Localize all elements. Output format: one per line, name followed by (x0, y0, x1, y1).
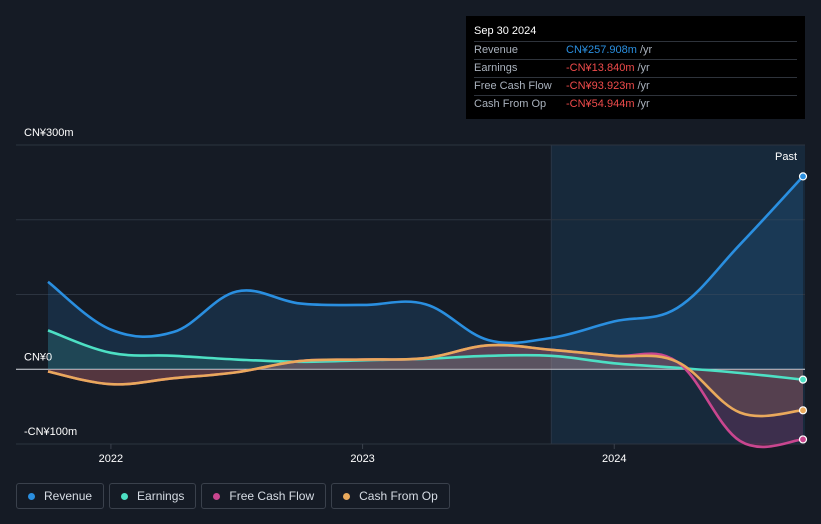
x-tick-label: 2024 (602, 453, 626, 465)
tooltip-date: Sep 30 2024 (474, 25, 537, 37)
free-cash-flow-endpoint (798, 435, 808, 444)
legend-label: Revenue (44, 489, 93, 503)
legend-item-cash-from-op[interactable]: Cash From Op (331, 483, 450, 509)
legend-item-earnings[interactable]: Earnings (109, 483, 197, 509)
x-tick-label: 2022 (99, 453, 123, 465)
y-tick-label: CN¥0 (24, 351, 52, 363)
legend-dot-icon (343, 492, 351, 500)
legend-label: Cash From Op (359, 489, 438, 503)
tooltip-row: Cash From Op -CN¥54.944m/yr (474, 95, 797, 113)
tooltip-row-unit: /yr (639, 44, 653, 56)
cash-from-op-endpoint (798, 406, 808, 415)
tooltip-row: Earnings -CN¥13.840m/yr (474, 59, 797, 77)
legend-dot-icon (28, 492, 35, 500)
revenue-endpoint (798, 172, 808, 181)
legend-label: Earnings (137, 489, 185, 503)
tooltip-row-value: -CN¥54.944m (566, 98, 635, 110)
tooltip-row-value: CN¥257.908m (566, 44, 637, 56)
free-cash-flow-area (48, 345, 803, 447)
x-tick-label: 2023 (350, 453, 374, 465)
legend-item-revenue[interactable]: Revenue (16, 483, 105, 509)
revenue-area (48, 176, 803, 370)
earnings-area (48, 330, 803, 380)
tooltip-row-label: Cash From Op (474, 98, 547, 110)
tooltip-row-label: Earnings (474, 62, 518, 74)
x-axis-labels: 2022 2023 2024 (99, 444, 626, 465)
earnings-endpoint (798, 375, 808, 384)
series-lines (47, 175, 804, 449)
y-tick-label: -CN¥100m (24, 426, 77, 438)
legend-dot-icon (213, 492, 221, 500)
gridlines (16, 144, 805, 445)
tooltip-row-unit: /yr (637, 62, 650, 74)
tooltip-row-value: -CN¥93.923m (566, 80, 635, 92)
cash-from-op-line (47, 343, 804, 418)
tooltip-row-label: Free Cash Flow (474, 80, 552, 92)
past-label: Past (775, 151, 797, 163)
y-axis-labels: CN¥300m CN¥0 -CN¥100m (24, 127, 77, 438)
y-tick-label: CN¥300m (24, 127, 74, 139)
series-endpoints (798, 172, 808, 444)
tooltip-row-unit: /yr (637, 98, 650, 110)
legend-label: Free Cash Flow (229, 489, 315, 503)
tooltip: Sep 30 2024 Revenue CN¥257.908m/yr Earning… (466, 16, 805, 119)
tooltip-row-value: -CN¥13.840m (566, 62, 635, 74)
tooltip-row: Revenue CN¥257.908m/yr (474, 41, 797, 59)
tooltip-row-label: Revenue (474, 44, 519, 56)
legend-dot-icon (121, 492, 129, 500)
legend-item-free-cash-flow[interactable]: Free Cash Flow (201, 483, 327, 509)
tooltip-row-unit: /yr (637, 80, 650, 92)
tooltip-rows: Revenue CN¥257.908m/yr Earnings -CN¥13.840m… (474, 41, 797, 113)
revenue-line (47, 175, 804, 345)
legend: Revenue Earnings Free Cash Flow Cash From O… (16, 483, 450, 509)
tooltip-row: Free Cash Flow -CN¥93.923m/yr (474, 77, 797, 95)
